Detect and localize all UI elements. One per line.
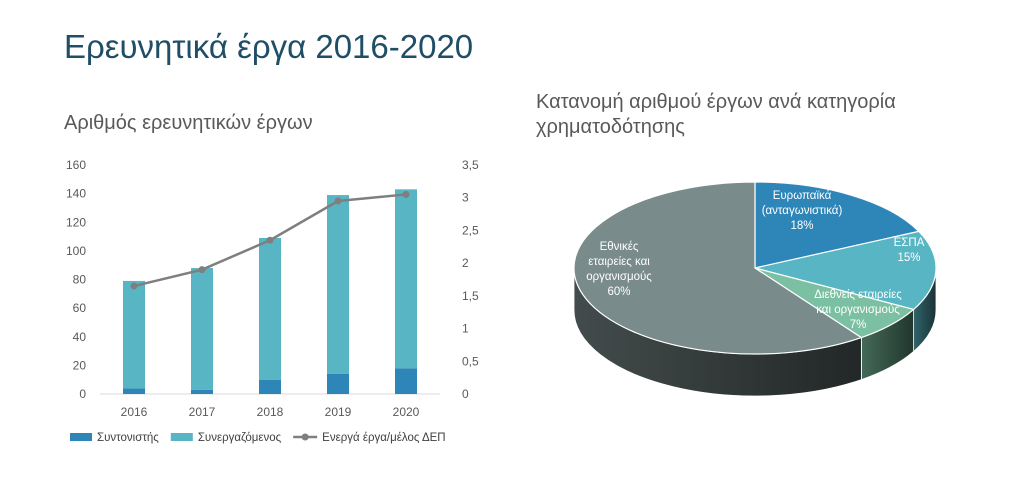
bar-Συνεργαζόμενος (327, 195, 349, 374)
bar-Συντονιστής (123, 388, 145, 394)
page-title: Ερευνητικά έργα 2016-2020 (64, 28, 474, 65)
y-right-tick-label: 3 (462, 191, 469, 205)
y-right-tick-label: 2,5 (462, 223, 479, 237)
y-left-tick-label: 0 (79, 387, 86, 401)
bar-Συνεργαζόμενος (191, 268, 213, 390)
y-left-tick-label: 100 (66, 244, 86, 258)
y-left-tick-label: 160 (66, 158, 86, 172)
legend-swatch (170, 433, 193, 441)
pie-slice-label: Διεθνείς εταιρείες και οργανισμούς 7% (814, 289, 902, 331)
legend-label: Συντονιστής (97, 432, 159, 444)
bar-Συνεργαζόμενος (259, 237, 281, 380)
pie-slice-label: ΕΣΠΑ 15% (894, 237, 925, 264)
y-left-tick-label: 40 (73, 330, 87, 344)
bar-Συνεργαζόμενος (123, 280, 145, 389)
y-left-tick-label: 60 (73, 301, 87, 315)
line-point (130, 282, 138, 290)
line-point (402, 190, 410, 198)
legend-label: Ενεργά έργα/μέλος ΔΕΠ (322, 432, 445, 444)
line-point (266, 236, 274, 244)
bar-Συντονιστής (191, 389, 213, 394)
line-point (198, 266, 206, 274)
legend-swatch (70, 433, 92, 441)
x-tick-label: 2018 (257, 405, 284, 419)
pie-slice-label: Ευρωπαϊκά (ανταγωνιστικά) 18% (762, 190, 843, 232)
x-tick-label: 2020 (393, 405, 420, 419)
y-left-tick-label: 80 (73, 273, 87, 287)
bar-Συνεργαζόμενος (395, 189, 417, 369)
y-left-tick-label: 120 (66, 215, 86, 229)
y-right-tick-label: 1,5 (462, 289, 479, 303)
y-right-tick-label: 0,5 (462, 354, 479, 368)
bar-Συντονιστής (259, 379, 281, 394)
pie-slice (573, 181, 863, 355)
bar-Συντονιστής (395, 368, 417, 394)
x-tick-label: 2019 (325, 405, 352, 419)
legend-label: Συνεργαζόμενος (198, 432, 282, 444)
bar-Συντονιστής (327, 373, 349, 394)
y-left-tick-label: 20 (73, 358, 87, 372)
y-right-tick-label: 1 (462, 322, 469, 336)
pie-chart-title: Κατανομή αριθμού έργων ανά κατηγορία χρη… (536, 91, 896, 138)
y-right-tick-label: 3,5 (462, 158, 479, 172)
pie-slice-label: Εθνικές εταιρείες και οργανισμούς 60% (586, 241, 652, 298)
x-tick-label: 2016 (121, 405, 148, 419)
bar-chart-title: Αριθμός ερευνητικών έργων (64, 112, 313, 134)
y-right-tick-label: 0 (462, 387, 469, 401)
pie-slice (754, 230, 937, 311)
x-tick-label: 2017 (189, 405, 216, 419)
y-left-tick-label: 140 (66, 187, 86, 201)
pie-slice (754, 181, 920, 269)
y-right-tick-label: 2 (462, 256, 469, 270)
line-point (334, 197, 342, 205)
legend-marker (301, 433, 309, 441)
